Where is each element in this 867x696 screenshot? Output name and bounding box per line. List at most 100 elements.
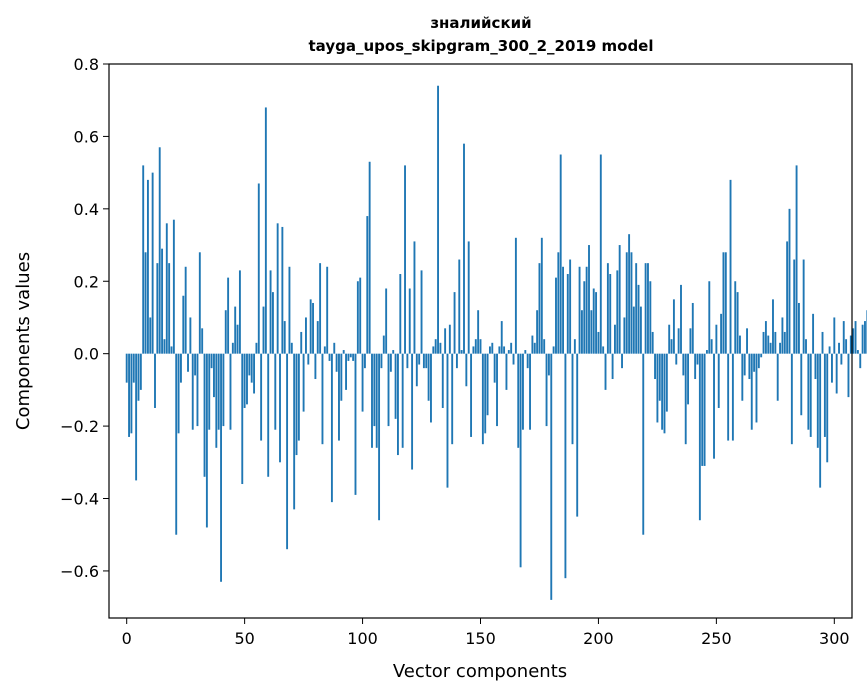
bar-287: [802, 259, 805, 354]
y-tick-label: 0.6: [74, 127, 99, 146]
bar-215: [632, 306, 635, 354]
bar-255: [727, 353, 730, 441]
bar-15: [161, 248, 164, 354]
bar-303: [840, 353, 843, 365]
bar-172: [531, 335, 534, 354]
bar-22: [177, 353, 180, 434]
x-tick-label: 150: [465, 629, 496, 648]
bar-290: [809, 353, 812, 437]
bar-312: [861, 324, 864, 354]
bar-284: [795, 165, 798, 354]
bar-96: [352, 353, 355, 361]
bar-186: [564, 353, 567, 579]
bar-230: [668, 324, 671, 354]
bar-5: [137, 353, 140, 401]
bar-168: [522, 353, 524, 430]
bar-306: [847, 353, 850, 398]
bar-164: [512, 353, 515, 365]
bar-214: [630, 252, 633, 354]
x-tick-label: 100: [347, 629, 378, 648]
bar-80: [314, 353, 317, 380]
bar-64: [276, 223, 279, 354]
bar-51: [246, 353, 248, 405]
bar-299: [831, 353, 833, 383]
bar-182: [555, 277, 557, 354]
bar-11: [151, 172, 154, 354]
bar-159: [500, 321, 503, 354]
bar-158: [498, 346, 501, 354]
bar-269: [760, 353, 763, 358]
bar-308: [852, 328, 855, 354]
bar-10: [149, 317, 152, 354]
bar-17: [165, 223, 168, 354]
bar-167: [519, 353, 522, 568]
bar-245: [703, 353, 706, 466]
bar-84: [323, 346, 326, 354]
bars-group: [125, 85, 867, 600]
bar-38: [215, 353, 218, 448]
bar-156: [493, 353, 496, 383]
bar-76: [305, 317, 307, 354]
bar-267: [755, 353, 758, 423]
bar-307: [849, 335, 852, 354]
bar-126: [422, 353, 425, 369]
y-tick-label: 0.2: [74, 272, 99, 291]
bar-14: [158, 147, 161, 354]
bar-101: [363, 353, 366, 369]
bar-37: [213, 353, 215, 398]
bar-282: [790, 353, 793, 445]
bar-131: [434, 339, 437, 354]
bar-4: [135, 353, 138, 481]
bar-146: [470, 353, 473, 437]
bar-92: [342, 350, 345, 354]
x-axis-label: Vector components: [393, 661, 567, 682]
bar-99: [359, 277, 362, 354]
bar-256: [729, 179, 732, 354]
bar-252: [720, 313, 723, 354]
bar-264: [748, 353, 751, 380]
bar-294: [819, 353, 822, 488]
bar-89: [335, 353, 338, 372]
bar-104: [371, 353, 373, 448]
bar-97: [354, 353, 357, 495]
bar-265: [750, 353, 753, 430]
bar-228: [663, 353, 666, 434]
bar-291: [812, 313, 815, 354]
bar-90: [338, 353, 340, 441]
bar-128: [427, 353, 430, 401]
bar-224: [654, 353, 656, 380]
bar-132: [437, 85, 439, 354]
bar-130: [432, 346, 435, 354]
bar-251: [717, 353, 720, 408]
bar-233: [675, 353, 678, 365]
bar-142: [460, 350, 463, 354]
y-tick-label: −0.6: [60, 562, 99, 581]
bar-120: [408, 288, 411, 354]
bar-258: [734, 281, 737, 354]
bar-32: [201, 328, 204, 354]
bar-110: [385, 288, 388, 354]
bar-238: [687, 353, 690, 405]
bar-206: [611, 353, 614, 380]
x-tick-label: 50: [234, 629, 254, 648]
bar-30: [196, 353, 199, 427]
bar-77: [307, 353, 310, 365]
bar-138: [451, 353, 454, 445]
y-tick-label: −0.2: [60, 417, 99, 436]
bar-67: [283, 321, 286, 354]
bar-121: [411, 353, 414, 470]
bar-112: [389, 353, 392, 372]
bar-220: [644, 263, 647, 354]
bar-198: [592, 288, 595, 354]
bar-263: [746, 328, 748, 354]
bar-189: [571, 353, 574, 445]
bar-250: [715, 324, 718, 354]
bar-222: [649, 281, 652, 354]
bar-262: [743, 353, 746, 376]
bar-143: [463, 143, 465, 354]
bar-102: [366, 216, 369, 354]
bar-122: [413, 241, 416, 354]
bar-271: [764, 321, 767, 354]
bar-281: [788, 208, 791, 354]
